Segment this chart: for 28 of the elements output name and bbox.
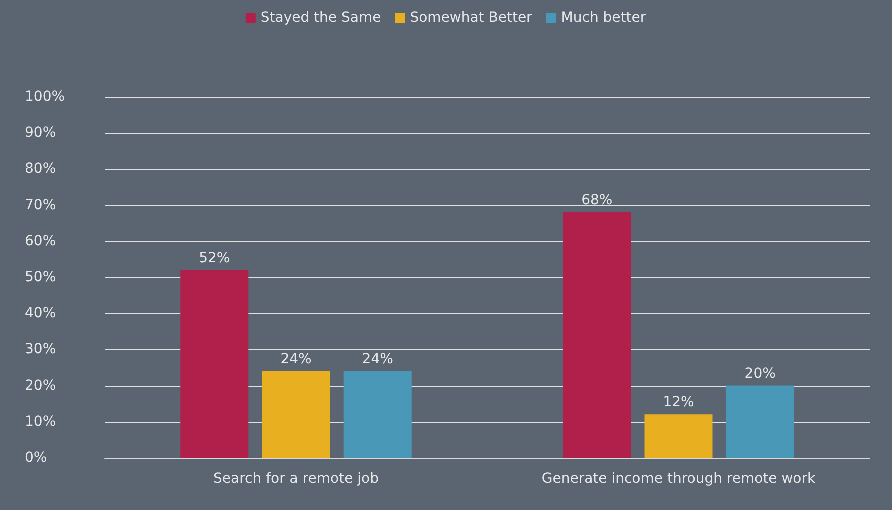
data-label: 12%: [663, 394, 694, 411]
y-tick-label: 70%: [25, 197, 56, 214]
y-tick-label: 10%: [25, 414, 56, 430]
bar: [344, 371, 412, 458]
y-tick-label: 30%: [25, 342, 56, 358]
y-tick-label: 20%: [25, 378, 56, 394]
legend-label: Much better: [561, 10, 646, 26]
y-tick-label: 0%: [25, 450, 48, 466]
y-tick-label: 100%: [25, 89, 66, 105]
bar: [644, 414, 713, 458]
bar: [563, 212, 632, 458]
legend-label: Somewhat Better: [410, 10, 533, 26]
bar: [726, 386, 794, 458]
x-tick-label: Search for a remote job: [214, 471, 380, 487]
data-label: 20%: [744, 366, 776, 382]
y-tick-label: 80%: [25, 161, 56, 178]
data-label: 68%: [582, 192, 613, 209]
data-label: 24%: [362, 351, 394, 368]
x-tick-label: Generate income through remote work: [542, 471, 816, 487]
y-tick-label: 60%: [25, 233, 56, 250]
legend-label: Stayed the Same: [260, 10, 382, 26]
data-label: 24%: [280, 351, 312, 368]
y-tick-label: 40%: [25, 306, 56, 322]
bar: [262, 371, 330, 458]
bar: [180, 270, 249, 458]
y-tick-label: 50%: [25, 270, 56, 286]
y-tick-label: 90%: [25, 125, 56, 142]
data-label: 52%: [199, 250, 230, 266]
